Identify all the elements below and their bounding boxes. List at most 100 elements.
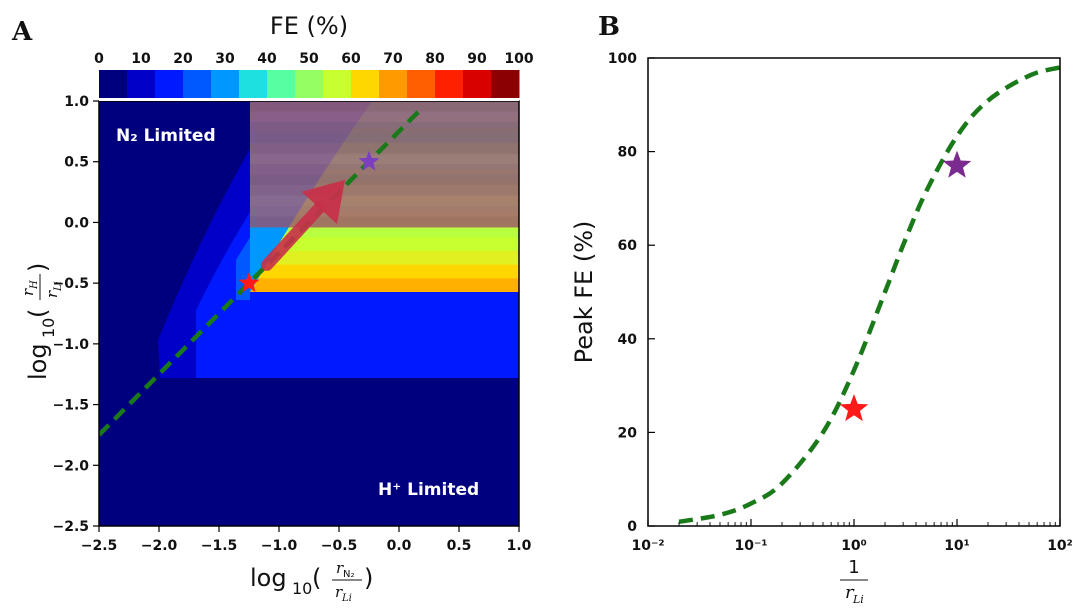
panel-b-x-tick-label: 10¹	[944, 538, 970, 554]
panel-b-y-tick-label: 80	[618, 145, 638, 161]
panel-a-x-tick-label: 0.5	[447, 538, 472, 554]
panel-b-y-tick-label: 60	[618, 238, 638, 254]
panel-a-x-ticks: −2.5 −2.0 −1.5 −1.0 −0.5 0.0 0.5 1.0	[81, 526, 532, 554]
colorbar-tick-label: 100	[504, 51, 533, 67]
svg-text:r: r	[845, 582, 855, 603]
heatmap-red-stripe	[250, 185, 519, 196]
svg-text:log: log	[24, 343, 52, 380]
panel-a-y-tick-label: −0.5	[52, 276, 89, 292]
svg-text:): )	[24, 263, 52, 272]
colorbar-segment	[379, 70, 408, 98]
colorbar-segment	[211, 70, 240, 98]
heatmap-red-stripe	[250, 174, 519, 186]
colorbar-tick-label: 0	[94, 51, 104, 67]
panel-b-y-tick-label: 100	[608, 51, 637, 67]
panel-a-x-tick-label: −2.0	[141, 538, 178, 554]
panel-a-y-tick-label: 0.0	[64, 215, 89, 231]
panel-a-x-label: log 10 ( r N₂ r Li )	[250, 559, 373, 604]
svg-text:Li: Li	[852, 593, 864, 606]
panel-a-arrow-head	[301, 179, 345, 225]
panel-a-y-ticks: 1.0 0.5 0.0 −0.5 −1.0 −1.5 −2.0 −2.5	[52, 94, 99, 535]
heatmap-red-stripe	[250, 111, 519, 123]
svg-text:r: r	[19, 288, 37, 296]
svg-text:Li: Li	[53, 281, 64, 292]
colorbar-segment	[323, 70, 352, 98]
svg-text:log: log	[250, 564, 287, 592]
panel-b-y-ticks: 0 20 40 60 80 100	[608, 51, 655, 535]
colorbar-segment	[351, 70, 380, 98]
heatmap-red-stripe	[250, 122, 519, 133]
colorbar-segment	[99, 70, 128, 98]
colorbar-tick-labels: 0 10 20 30 40 50 60 70 80 90 100	[94, 51, 534, 67]
panel-a-y-label: log 10 ( r H r Li )	[19, 263, 64, 380]
colorbar-segment	[155, 70, 184, 98]
panel-a-y-tick-label: −2.0	[52, 458, 89, 474]
heatmap-background-lower	[99, 378, 519, 526]
panel-a-x-tick-label: −2.5	[81, 538, 118, 554]
colorbar-segment	[239, 70, 268, 98]
panel-b-y-tick-label: 20	[618, 425, 638, 441]
panel-b-curve	[678, 65, 1060, 525]
colorbar-tick-label: 60	[341, 51, 361, 67]
colorbar-segment	[491, 70, 520, 98]
panel-b-x-label: 1 r Li	[840, 557, 868, 606]
panel-a-x-tick-label: 0.0	[387, 538, 412, 554]
colorbar-tick-label: 10	[131, 51, 151, 67]
colorbar-tick-label: 90	[467, 51, 487, 67]
panel-b-frame	[647, 57, 1061, 527]
panel-a-y-tick-label: 0.5	[64, 155, 89, 171]
panel-b-x-tick-label: 10⁻²	[631, 538, 664, 554]
panel-b-x-ticks: 10⁻² 10⁻¹ 10⁰ 10¹ 10²	[631, 519, 1073, 554]
colorbar-segment	[295, 70, 324, 98]
panel-b-y-label: Peak FE (%)	[570, 221, 598, 364]
panel-a-arrow-shaft	[261, 201, 326, 271]
panel-a-y-tick-label: −1.5	[52, 398, 89, 414]
region-label-n2-limited: N₂ Limited	[116, 126, 216, 146]
heatmap-red-stripe	[250, 206, 519, 217]
svg-text:r: r	[336, 559, 344, 577]
panel-b-x-tick-label: 10⁰	[841, 538, 867, 554]
heatmap-red-stripe	[250, 195, 519, 207]
svg-text:r: r	[43, 290, 61, 298]
heatmap-stripe	[250, 264, 519, 279]
panel-b-x-tick-label: 10⁻¹	[734, 538, 767, 554]
colorbar-tick-label: 50	[299, 51, 319, 67]
colorbar-tick-label: 30	[215, 51, 235, 67]
panel-b-star-marker	[839, 394, 869, 422]
panel-a-x-tick-label: −0.5	[321, 538, 358, 554]
heatmap-high-fe-region	[250, 101, 519, 228]
svg-text:Li: Li	[341, 593, 352, 604]
panel-a-x-tick-label: 1.0	[507, 538, 532, 554]
panel-a-x-tick-label: −1.5	[201, 538, 238, 554]
svg-text:(: (	[24, 309, 52, 318]
heatmap-stripe	[250, 251, 519, 266]
colorbar-segment	[127, 70, 156, 98]
colorbar-tick-label: 80	[425, 51, 445, 67]
panel-a-letter: A	[11, 17, 33, 47]
panel-a-star-marker	[238, 272, 260, 292]
panel-a-x-tick-label: −1.0	[261, 538, 298, 554]
colorbar-tick-label: 70	[383, 51, 403, 67]
panel-b-star-marker	[942, 150, 972, 178]
heatmap-stripe	[250, 237, 519, 252]
svg-text:10: 10	[292, 579, 312, 598]
svg-text:H: H	[29, 280, 40, 290]
panel-b-plot	[678, 65, 1060, 525]
panel-b-letter: B	[598, 12, 620, 42]
svg-text:N₂: N₂	[343, 569, 355, 580]
panel-b-markers	[839, 150, 972, 422]
panel-b-y-tick-label: 0	[627, 519, 637, 535]
colorbar	[99, 70, 520, 98]
colorbar-segment	[463, 70, 492, 98]
svg-text:(: (	[312, 564, 321, 592]
panel-b-y-tick-label: 40	[618, 332, 638, 348]
colorbar-tick-label: 40	[257, 51, 277, 67]
heatmap-red-stripe	[250, 101, 519, 112]
panel-b-x-label-numerator: 1	[848, 557, 859, 578]
heatmap-red-stripe	[250, 132, 519, 144]
svg-text:): )	[364, 564, 373, 592]
panel-a-y-tick-label: −1.0	[52, 337, 89, 353]
colorbar-segment	[267, 70, 296, 98]
colorbar-tick-label: 20	[173, 51, 193, 67]
heatmap-red-stripe	[250, 164, 519, 175]
